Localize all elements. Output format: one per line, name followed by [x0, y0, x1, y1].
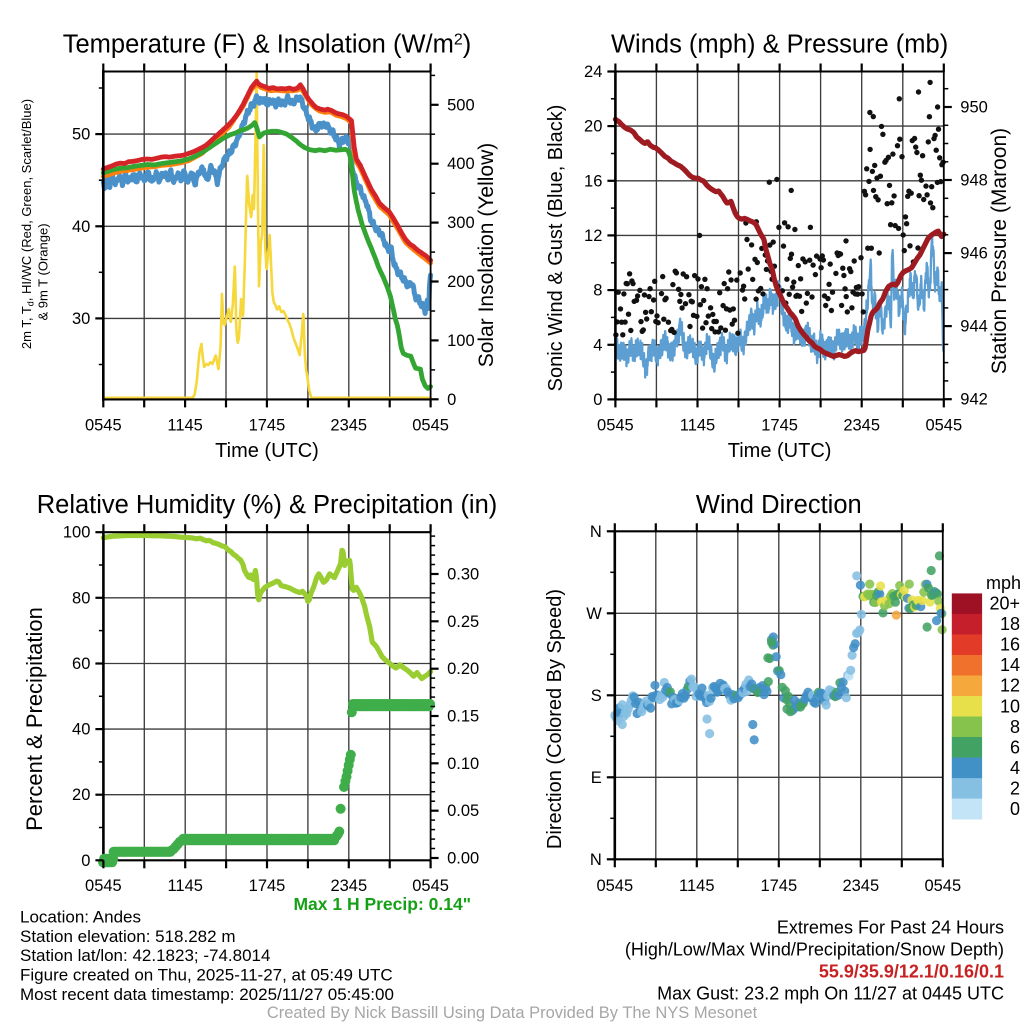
svg-text:1745: 1745 — [249, 877, 286, 895]
svg-text:0545: 0545 — [85, 877, 122, 895]
svg-text:16: 16 — [1000, 635, 1020, 655]
svg-text:300: 300 — [447, 214, 475, 232]
svg-text:0.10: 0.10 — [447, 755, 479, 773]
svg-text:Station lat/lon: 42.1823; -74.: Station lat/lon: 42.1823; -74.8014 — [20, 946, 270, 965]
svg-text:1145: 1145 — [679, 877, 714, 895]
svg-text:Max 1 H Precip: 0.14": Max 1 H Precip: 0.14" — [293, 894, 471, 914]
svg-text:E: E — [591, 769, 602, 787]
svg-text:8: 8 — [593, 282, 602, 300]
svg-text:2: 2 — [1010, 778, 1020, 798]
svg-text:0.15: 0.15 — [447, 707, 479, 725]
svg-text:Created By Nick Bassill Using: Created By Nick Bassill Using Data Provi… — [267, 1004, 758, 1022]
svg-text:0545: 0545 — [85, 416, 122, 434]
svg-text:50: 50 — [72, 126, 90, 144]
svg-text:Temperature (F) & Insolation (: Temperature (F) & Insolation (W/m2) — [63, 31, 472, 59]
svg-text:2345: 2345 — [330, 416, 367, 434]
svg-text:55.9/35.9/12.1/0.16/0.1: 55.9/35.9/12.1/0.16/0.1 — [819, 961, 1004, 981]
svg-text:0: 0 — [593, 391, 602, 409]
svg-text:80: 80 — [72, 589, 90, 607]
svg-text:Solar Insolation (Yellow): Solar Insolation (Yellow) — [475, 143, 498, 368]
svg-text:0.25: 0.25 — [447, 613, 479, 631]
svg-text:1145: 1145 — [680, 416, 715, 434]
svg-text:12: 12 — [584, 227, 602, 245]
svg-text:& 9m T (Orange): & 9m T (Orange) — [36, 223, 51, 320]
svg-text:Station Pressure (Maroon): Station Pressure (Maroon) — [988, 128, 1011, 374]
svg-text:944: 944 — [960, 318, 988, 336]
svg-text:950: 950 — [960, 99, 988, 117]
svg-text:12: 12 — [1000, 676, 1020, 696]
svg-text:500: 500 — [447, 96, 475, 114]
svg-text:1145: 1145 — [167, 416, 202, 434]
svg-text:Percent & Precipitation: Percent & Precipitation — [22, 607, 47, 831]
svg-text:2m T, Td, HI/WC (Red, Green, S: 2m T, Td, HI/WC (Red, Green, Scarlet/Blu… — [19, 99, 36, 349]
svg-text:(High/Low/Max Wind/Precipitati: (High/Low/Max Wind/Precipitation/Snow De… — [625, 939, 1004, 959]
svg-text:Station elevation: 518.282 m: Station elevation: 518.282 m — [20, 927, 235, 946]
svg-text:S: S — [591, 687, 602, 705]
svg-text:40: 40 — [72, 721, 90, 739]
svg-text:24: 24 — [584, 63, 602, 81]
svg-text:0: 0 — [447, 391, 456, 409]
svg-text:948: 948 — [960, 172, 988, 190]
svg-text:14: 14 — [1000, 655, 1020, 675]
svg-text:0545: 0545 — [597, 416, 634, 434]
svg-text:60: 60 — [72, 655, 90, 673]
svg-text:0545: 0545 — [596, 877, 633, 895]
svg-text:W: W — [586, 605, 602, 623]
svg-text:1745: 1745 — [761, 416, 798, 434]
svg-text:18: 18 — [1000, 614, 1020, 634]
svg-text:Sonic Wind & Gust (Blue, Black: Sonic Wind & Gust (Blue, Black) — [545, 105, 567, 392]
svg-text:0545: 0545 — [924, 877, 961, 895]
svg-text:N: N — [590, 523, 602, 541]
svg-text:Location: Andes: Location: Andes — [20, 907, 141, 926]
svg-text:Most recent data timestamp: 20: Most recent data timestamp: 2025/11/27 0… — [20, 985, 394, 1004]
svg-text:mph: mph — [986, 573, 1021, 593]
svg-text:4: 4 — [1010, 758, 1020, 778]
svg-text:0: 0 — [81, 852, 90, 870]
svg-text:2345: 2345 — [843, 416, 880, 434]
svg-text:200: 200 — [447, 273, 475, 291]
svg-text:20+: 20+ — [989, 594, 1020, 614]
svg-text:2345: 2345 — [330, 877, 367, 895]
svg-text:1745: 1745 — [249, 416, 286, 434]
svg-text:100: 100 — [447, 332, 475, 350]
svg-text:1145: 1145 — [167, 877, 202, 895]
svg-text:0.05: 0.05 — [447, 802, 479, 820]
svg-text:30: 30 — [72, 310, 90, 328]
svg-text:Relative Humidity (%) & Precip: Relative Humidity (%) & Precipitation (i… — [37, 491, 498, 519]
svg-text:0: 0 — [1010, 799, 1020, 819]
svg-text:Figure created on Thu, 2025-11: Figure created on Thu, 2025-11-27, at 05… — [20, 966, 393, 985]
svg-text:10: 10 — [1000, 696, 1020, 716]
svg-text:2345: 2345 — [842, 877, 879, 895]
svg-text:0.00: 0.00 — [447, 850, 479, 868]
svg-text:N: N — [590, 851, 602, 869]
svg-text:942: 942 — [960, 391, 988, 409]
svg-text:20: 20 — [584, 118, 602, 136]
svg-text:Max Gust: 23.2 mph On 11/27 at: Max Gust: 23.2 mph On 11/27 at 0445 UTC — [657, 983, 1004, 1003]
svg-text:20: 20 — [72, 786, 90, 804]
svg-text:Time (UTC): Time (UTC) — [215, 440, 319, 462]
svg-text:0.20: 0.20 — [447, 660, 479, 678]
svg-text:6: 6 — [1010, 737, 1020, 757]
svg-text:100: 100 — [63, 524, 91, 542]
svg-text:1745: 1745 — [760, 877, 797, 895]
svg-text:Extremes For Past 24 Hours: Extremes For Past 24 Hours — [777, 917, 1004, 937]
svg-text:Winds (mph) & Pressure (mb): Winds (mph) & Pressure (mb) — [611, 31, 948, 59]
svg-text:0545: 0545 — [412, 416, 449, 434]
svg-text:Wind Direction: Wind Direction — [696, 491, 862, 519]
svg-text:400: 400 — [447, 155, 475, 173]
svg-text:0545: 0545 — [412, 877, 449, 895]
svg-text:40: 40 — [72, 218, 90, 236]
svg-text:Direction (Colored By Speed): Direction (Colored By Speed) — [544, 589, 566, 849]
svg-text:946: 946 — [960, 245, 988, 263]
svg-text:0.30: 0.30 — [447, 565, 479, 583]
svg-text:Time (UTC): Time (UTC) — [728, 440, 832, 462]
svg-text:0545: 0545 — [925, 416, 962, 434]
svg-text:8: 8 — [1010, 717, 1020, 737]
svg-text:4: 4 — [593, 336, 602, 354]
svg-text:16: 16 — [584, 172, 602, 190]
